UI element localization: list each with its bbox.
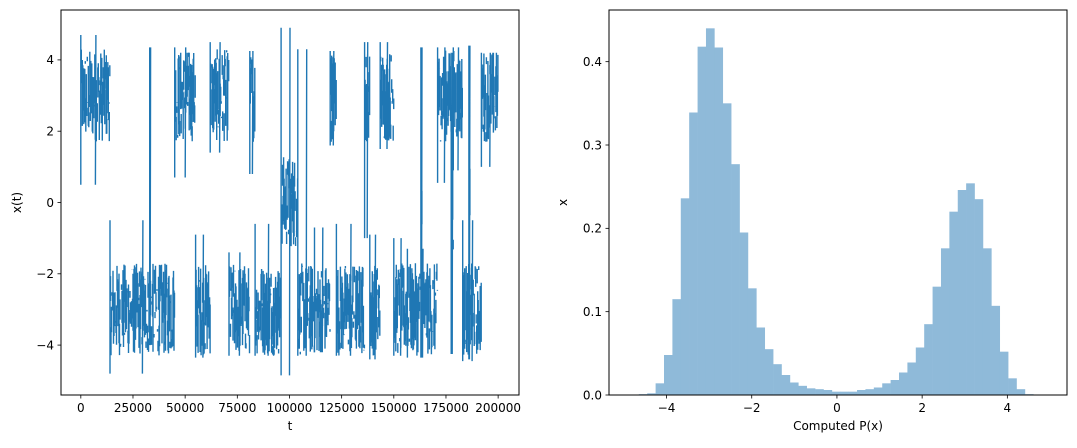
histogram-bars — [638, 28, 1034, 396]
x-tick-label: 0 — [77, 401, 85, 415]
y-tick-label: 0 — [46, 196, 54, 210]
histogram-bar — [714, 47, 724, 395]
trajectory-line — [80, 27, 499, 376]
x-axis-ticks-left: 0 25000 50000 75000 100000 125000 150000 175000… — [77, 395, 521, 415]
histogram-bar — [907, 362, 917, 395]
x-axis-label-right: Computed P(x) — [793, 419, 883, 433]
histogram-bar — [865, 389, 875, 395]
y-axis-label-right: x — [556, 199, 570, 206]
x-axis-ticks-right: −4 −2 0 2 4 — [658, 395, 1012, 415]
axes-frame-right — [608, 9, 1068, 396]
y-tick-label: 0.1 — [583, 305, 602, 319]
x-tick-label: 125000 — [319, 401, 365, 415]
histogram-bar — [689, 112, 698, 395]
histogram-bar — [890, 380, 900, 395]
y-axis-ticks-left: −4 −2 0 2 4 — [36, 53, 61, 352]
x-tick-label: 75000 — [218, 401, 256, 415]
histogram-bar — [1016, 389, 1026, 395]
y-tick-label: 2 — [46, 125, 54, 139]
histogram-bar — [747, 288, 757, 395]
y-axis-label-left: x(t) — [10, 192, 24, 213]
histogram-bar — [781, 375, 791, 395]
histogram-bar — [991, 305, 1001, 395]
histogram-bar — [823, 390, 833, 395]
histogram-bar — [940, 248, 950, 395]
y-axis-ticks-right: 0.0 0.1 0.2 0.3 0.4 — [583, 55, 609, 402]
y-tick-label: 4 — [46, 53, 54, 67]
histogram-bar — [899, 372, 908, 395]
x-axis-label-left: t — [288, 419, 293, 433]
histogram-bar — [672, 299, 682, 395]
histogram-bar — [982, 248, 992, 395]
trajectory-path — [80, 27, 499, 376]
x-tick-label: 2 — [918, 401, 926, 415]
histogram-bar — [739, 232, 749, 395]
x-tick-label: 4 — [1004, 401, 1012, 415]
histogram-bar — [731, 164, 740, 395]
histogram-bar — [789, 382, 799, 395]
histogram-bar — [655, 383, 665, 395]
histogram-bar — [873, 387, 883, 395]
histogram-bar — [680, 198, 690, 395]
histogram-bar — [773, 364, 782, 395]
histogram-axes: −4 −2 0 2 4 0.0 0.1 0.2 0.3 0.4 Computed P(x) x — [556, 9, 1068, 433]
x-tick-label: 50000 — [166, 401, 204, 415]
histogram-bar — [705, 28, 715, 396]
histogram-bar — [815, 389, 824, 395]
histogram-bar — [647, 393, 656, 395]
histogram-bar — [957, 190, 967, 395]
histogram-bar — [664, 355, 673, 395]
histogram-bar — [857, 390, 866, 395]
histogram-bar — [848, 391, 858, 395]
histogram-bar — [840, 391, 849, 395]
histogram-bar — [932, 286, 942, 395]
x-tick-label: 150000 — [371, 401, 417, 415]
y-tick-label: −2 — [36, 267, 54, 281]
histogram-bar — [949, 211, 959, 395]
histogram-bar — [966, 183, 975, 395]
y-tick-label: 0.0 — [583, 388, 602, 402]
x-tick-label: 100000 — [267, 401, 313, 415]
histogram-bar — [764, 349, 774, 395]
x-tick-label: 175000 — [423, 401, 469, 415]
x-tick-label: 0 — [833, 401, 841, 415]
y-tick-label: 0.2 — [583, 222, 602, 236]
histogram-bar — [974, 199, 984, 395]
histogram-bar — [722, 103, 732, 395]
y-tick-label: −4 — [36, 338, 54, 352]
time-series-axes: 0 25000 50000 75000 100000 125000 150000 175000… — [10, 9, 521, 433]
histogram-bar — [697, 46, 707, 396]
x-tick-label: −4 — [658, 401, 676, 415]
histogram-bar — [831, 391, 841, 395]
x-tick-label: −2 — [743, 401, 761, 415]
y-tick-label: 0.4 — [583, 55, 602, 69]
histogram-bar — [882, 383, 891, 395]
histogram-bar — [756, 327, 766, 395]
histogram-bar — [915, 347, 925, 395]
histogram-bar — [806, 388, 816, 395]
x-tick-label: 25000 — [114, 401, 152, 415]
histogram-bar — [1008, 378, 1017, 395]
y-tick-label: 0.3 — [583, 138, 602, 152]
histogram-bar — [924, 324, 933, 395]
histogram-bar — [798, 385, 807, 395]
x-tick-label: 200000 — [475, 401, 521, 415]
histogram-bar — [999, 351, 1009, 395]
